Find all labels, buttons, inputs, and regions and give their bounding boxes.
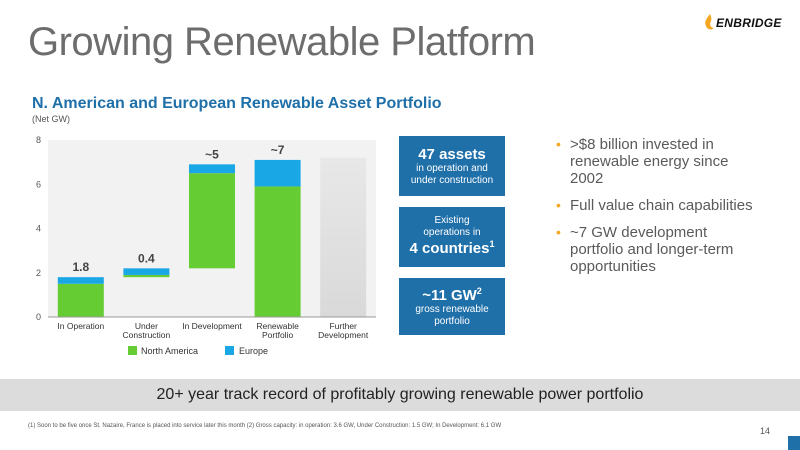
stat-assets-value: 47 assets: [418, 146, 486, 163]
stat-box-assets: 47 assets in operation and under constru…: [399, 136, 505, 196]
x-category-label: Renewable: [256, 321, 299, 331]
stat-capacity-line-2: portfolio: [434, 316, 470, 327]
bullet-icon: •: [556, 197, 561, 213]
stat-assets-line-1: in operation and: [416, 163, 488, 174]
corner-accent: [788, 436, 800, 450]
bar-north-america: [254, 186, 301, 317]
enbridge-logo: ENBRIDGE: [700, 12, 782, 34]
page-title: Growing Renewable Platform: [28, 20, 536, 64]
x-category-label: Development: [318, 330, 369, 340]
page-number: 14: [760, 426, 771, 436]
bar-further-development: [320, 157, 367, 317]
legend-north-america-swatch: [128, 346, 137, 355]
data-label: 1.8: [72, 260, 89, 274]
y-tick-label: 8: [36, 135, 41, 145]
stat-box-countries: Existing operations in 4 countries1: [399, 207, 505, 267]
stat-capacity-value: ~11 GW2: [422, 286, 482, 304]
logo-text: ENBRIDGE: [716, 16, 782, 30]
chart-title: N. American and European Renewable Asset…: [32, 95, 442, 112]
legend-europe-swatch: [225, 346, 234, 355]
data-label: ~5: [205, 147, 219, 161]
x-category-label: Under: [135, 321, 158, 331]
bar-north-america: [123, 274, 170, 278]
x-category-label: In Development: [182, 321, 242, 331]
data-label: 0.4: [138, 251, 155, 265]
bar-north-america: [189, 173, 235, 269]
bar-europe: [123, 268, 170, 275]
stat-countries-line-1: Existing: [434, 215, 470, 226]
x-category-label: In Operation: [57, 321, 104, 331]
x-category-label: Further: [329, 321, 357, 331]
bullet-icon: •: [556, 136, 561, 152]
bar-europe: [57, 277, 104, 284]
stat-assets-line-2: under construction: [410, 175, 494, 186]
footnote: (1) Soon to be five once St. Nazaire, Fr…: [28, 423, 502, 429]
bar-chart: 0 2 4 6 8 1.8 In Operation 0.4 UnderConstruction…: [36, 135, 376, 356]
y-tick-label: 4: [36, 224, 41, 234]
y-tick-label: 6: [36, 179, 41, 189]
bar-europe: [189, 164, 235, 174]
bar-north-america: [57, 283, 104, 317]
x-category-label: Portfolio: [262, 330, 293, 340]
bullet-item: • >$8 billion invested in renewable energ…: [556, 136, 729, 187]
data-label: ~7: [271, 143, 285, 157]
chart-unit-label: (Net GW): [32, 114, 70, 124]
bar-europe: [254, 159, 301, 187]
y-tick-label: 0: [36, 312, 41, 322]
stat-capacity-line-1: gross renewable: [415, 304, 489, 315]
y-tick-label: 2: [36, 268, 41, 278]
stat-countries-line-2: operations in: [423, 227, 481, 238]
x-category-label: Construction: [123, 330, 171, 340]
bullet-item: • ~7 GW development portfolio and longer-…: [556, 224, 734, 275]
bullet-item: • Full value chain capabilities: [556, 197, 753, 214]
bullet-icon: •: [556, 224, 561, 240]
bullet-list: • >$8 billion invested in renewable energ…: [556, 136, 756, 285]
legend-north-america-label: North America: [141, 346, 198, 356]
track-record-banner: 20+ year track record of profitably grow…: [0, 379, 800, 411]
flame-icon: [705, 14, 714, 30]
stat-countries-value: 4 countries1: [409, 239, 495, 257]
legend-europe-label: Europe: [239, 346, 268, 356]
stat-box-capacity: ~11 GW2 gross renewable portfolio: [399, 278, 505, 335]
